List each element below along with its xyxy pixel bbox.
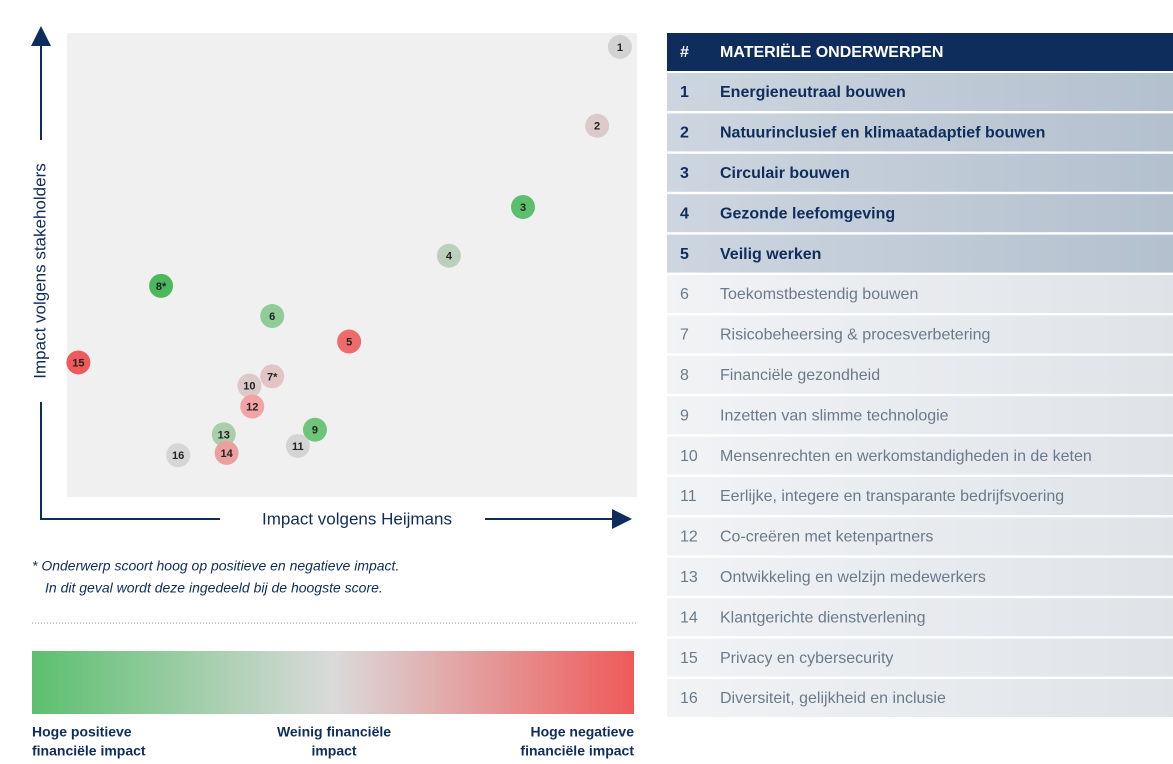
table-row (667, 396, 1173, 435)
table-row (667, 275, 1173, 313)
table-row (667, 638, 1173, 677)
legend-label: Hoge negatieve (531, 724, 635, 740)
table-row (667, 153, 1173, 192)
table-cell: Energieneutraal bouwen (720, 84, 906, 101)
footnote: * Onderwerp scoort hoog op positieve en … (32, 558, 399, 574)
gradient-legend (32, 651, 634, 714)
point-label: 9 (312, 425, 318, 437)
point-label: 10 (243, 381, 255, 393)
table-cell: Eerlijke, integere en transparante bedri… (720, 488, 1064, 505)
point (240, 394, 265, 419)
table-cell: Mensenrechten en werkomstandigheden in d… (720, 448, 1092, 465)
point-label: 5 (346, 336, 352, 348)
point (285, 433, 310, 458)
point (511, 195, 535, 219)
table-cell: 2 (680, 125, 689, 142)
plot-area (67, 33, 637, 497)
table-header-cell: # (680, 44, 689, 61)
table-cell: Financiële gezondheid (720, 367, 880, 384)
table-row (667, 315, 1173, 354)
table-cell: Veilig werken (720, 246, 821, 263)
table-cell: 8 (680, 367, 689, 384)
legend-label: Hoge positieve (32, 724, 132, 740)
table-header-cell: MATERIËLE ONDERWERPEN (720, 43, 943, 61)
table-cell: Privacy en cybersecurity (720, 650, 893, 667)
table-cell: Circulair bouwen (720, 165, 850, 182)
point-label: 7* (267, 371, 278, 383)
point-label: 14 (220, 448, 233, 460)
point (237, 373, 262, 398)
point (260, 304, 285, 329)
legend-label: Weinig financiële (277, 724, 391, 740)
table-cell: 5 (680, 246, 689, 263)
table-cell: 9 (680, 407, 689, 424)
table-cell: Risicobeheersing & procesverbetering (720, 327, 990, 344)
table-cell: Toekomstbestendig bouwen (720, 286, 918, 303)
point-label: 15 (72, 357, 84, 369)
point-label: 1 (617, 42, 623, 54)
table-cell: 13 (680, 569, 698, 586)
table-cell: 3 (680, 165, 689, 182)
point (166, 443, 191, 468)
point (337, 329, 362, 354)
table-cell: Klantgerichte dienstverlening (720, 609, 925, 626)
table-row (667, 598, 1173, 637)
table-row (667, 73, 1173, 111)
table-cell: Inzetten van slimme technologie (720, 407, 949, 424)
table-row (667, 679, 1173, 717)
table-row (667, 477, 1173, 515)
table-cell: Ontwikkeling en welzijn medewerkers (720, 569, 986, 586)
table-cell: 7 (680, 327, 689, 344)
table-row (667, 113, 1173, 152)
footnote: In dit geval wordt deze ingedeeld bij de… (45, 580, 383, 596)
table-row (667, 355, 1173, 394)
table-cell: 1 (680, 84, 689, 101)
table-cell: Gezonde leefomgeving (720, 205, 895, 222)
table-cell: Natuurinclusief en klimaatadaptief bouwe… (720, 125, 1045, 142)
table-row (667, 436, 1173, 475)
table-row (667, 517, 1173, 556)
legend-label: financiële impact (520, 743, 634, 759)
point-label: 2 (594, 121, 600, 133)
point-label: 13 (218, 429, 230, 441)
x-axis (40, 490, 220, 520)
x-axis-label: Impact volgens Heijmans (262, 509, 452, 528)
table-cell: 11 (680, 488, 697, 505)
table-cell: Diversiteit, gelijkheid en inclusie (720, 690, 946, 707)
table-cell: 16 (680, 690, 698, 707)
point (607, 34, 632, 59)
table-cell: Co-creëren met ketenpartners (720, 529, 933, 546)
y-axis-label: Impact volgens stakeholders (30, 163, 49, 378)
point (66, 350, 91, 375)
point-label: 11 (292, 441, 304, 453)
legend-label: impact (311, 743, 356, 759)
point-label: 12 (246, 401, 258, 413)
table-row (667, 194, 1173, 233)
legend-label: financiële impact (32, 743, 146, 759)
point (302, 417, 327, 442)
table-cell: 4 (680, 205, 689, 222)
table-row (667, 557, 1173, 596)
point-label: 3 (520, 202, 526, 214)
point-label: 4 (446, 251, 453, 263)
table-cell: 6 (680, 286, 689, 303)
point-label: 16 (172, 450, 184, 462)
point (211, 422, 236, 447)
point (260, 364, 285, 389)
point-label: 8* (156, 281, 167, 293)
table-cell: 10 (680, 448, 698, 465)
table-cell: 14 (680, 609, 698, 626)
point (436, 243, 461, 268)
table-header (667, 33, 1173, 71)
point (214, 440, 239, 465)
table-cell: 12 (680, 529, 698, 546)
table-cell: 15 (680, 650, 698, 667)
point-label: 6 (269, 311, 275, 323)
point (585, 113, 610, 138)
table-row (667, 234, 1173, 273)
point (149, 273, 174, 298)
